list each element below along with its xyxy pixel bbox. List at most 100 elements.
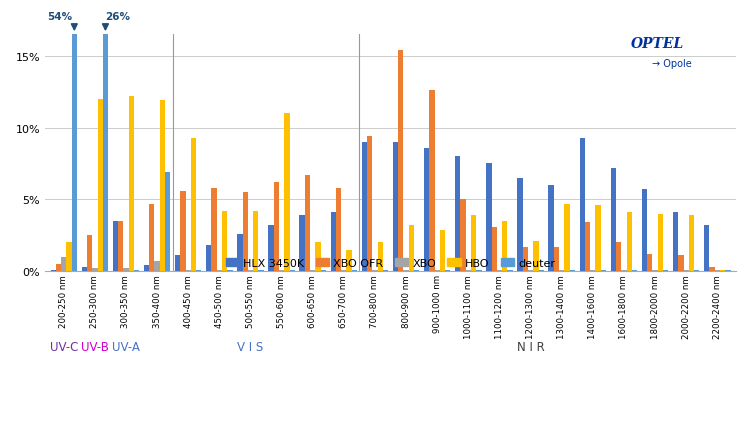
Bar [653,271,658,272]
Legend: HLX 3450K, XBO OFR, XBO, HBO, deuter: HLX 3450K, XBO OFR, XBO, HBO, deuter [225,258,556,268]
Text: → Opole: → Opole [653,59,692,68]
Bar [435,271,440,272]
Bar [180,191,185,272]
Bar [440,230,445,272]
Bar [123,268,128,272]
Bar [258,271,264,272]
Bar [409,226,414,272]
Bar [476,271,481,272]
Bar [222,212,228,272]
Bar [336,188,341,272]
Bar [553,247,559,272]
Text: V I S: V I S [237,340,264,353]
Text: UV-C: UV-C [50,340,78,353]
Bar [315,243,321,272]
Bar [98,99,103,272]
Bar [367,137,372,272]
Bar [626,213,632,272]
Bar [508,271,513,272]
Bar [321,271,326,272]
Bar [144,266,149,272]
Bar [517,178,523,272]
Bar [92,268,98,272]
Bar [596,205,601,272]
Bar [683,271,689,272]
Bar [378,243,383,272]
Bar [134,271,139,272]
Bar [118,221,123,272]
Bar [585,223,590,272]
Bar [430,91,435,272]
Bar [486,164,491,272]
Bar [237,234,243,272]
Bar [455,157,460,272]
Bar [87,236,92,272]
Bar [424,148,430,272]
Bar [460,200,466,272]
Bar [616,243,621,272]
Bar [533,241,538,272]
Bar [528,271,533,272]
Bar [113,221,118,272]
Bar [471,215,476,272]
Text: UV-A: UV-A [112,340,140,353]
Bar [372,271,378,272]
Bar [720,270,725,272]
Bar [61,257,66,272]
Bar [538,271,544,272]
Bar [279,271,284,272]
Bar [548,186,553,272]
Bar [445,271,451,272]
Bar [647,254,653,272]
Bar [502,221,508,272]
Bar [160,101,165,272]
Bar [601,271,606,272]
Bar [497,271,502,272]
Bar [206,246,212,272]
Bar [175,256,180,272]
Bar [212,188,217,272]
Bar [341,271,346,272]
Bar [248,271,253,272]
Bar [466,271,471,272]
Text: UV-B: UV-B [81,340,109,353]
Bar [185,271,191,272]
Text: OPTEL: OPTEL [631,37,683,51]
Bar [663,271,668,272]
Bar [310,271,315,272]
Bar [611,168,616,272]
Bar [689,215,694,272]
Bar [715,271,720,272]
Bar [559,271,564,272]
Bar [284,114,290,272]
Bar [523,247,528,272]
Bar [217,271,222,272]
Bar [632,271,637,272]
Bar [414,271,419,272]
Bar [658,214,663,272]
Bar [725,271,731,272]
Bar [393,142,398,272]
Bar [103,35,108,272]
Bar [403,271,409,272]
Bar [383,271,388,272]
Bar [50,271,56,272]
Bar [243,193,248,272]
Bar [580,138,585,272]
Bar [82,267,87,272]
Bar [621,271,626,272]
Bar [704,226,710,272]
Bar [590,271,596,272]
Bar [300,215,305,272]
Bar [398,51,403,272]
Bar [491,227,497,272]
Text: N I R: N I R [517,340,544,353]
Bar [564,204,569,272]
Bar [268,226,273,272]
Bar [569,271,575,272]
Bar [155,261,160,272]
Bar [66,243,71,272]
Bar [149,204,155,272]
Bar [642,190,647,272]
Bar [678,256,683,272]
